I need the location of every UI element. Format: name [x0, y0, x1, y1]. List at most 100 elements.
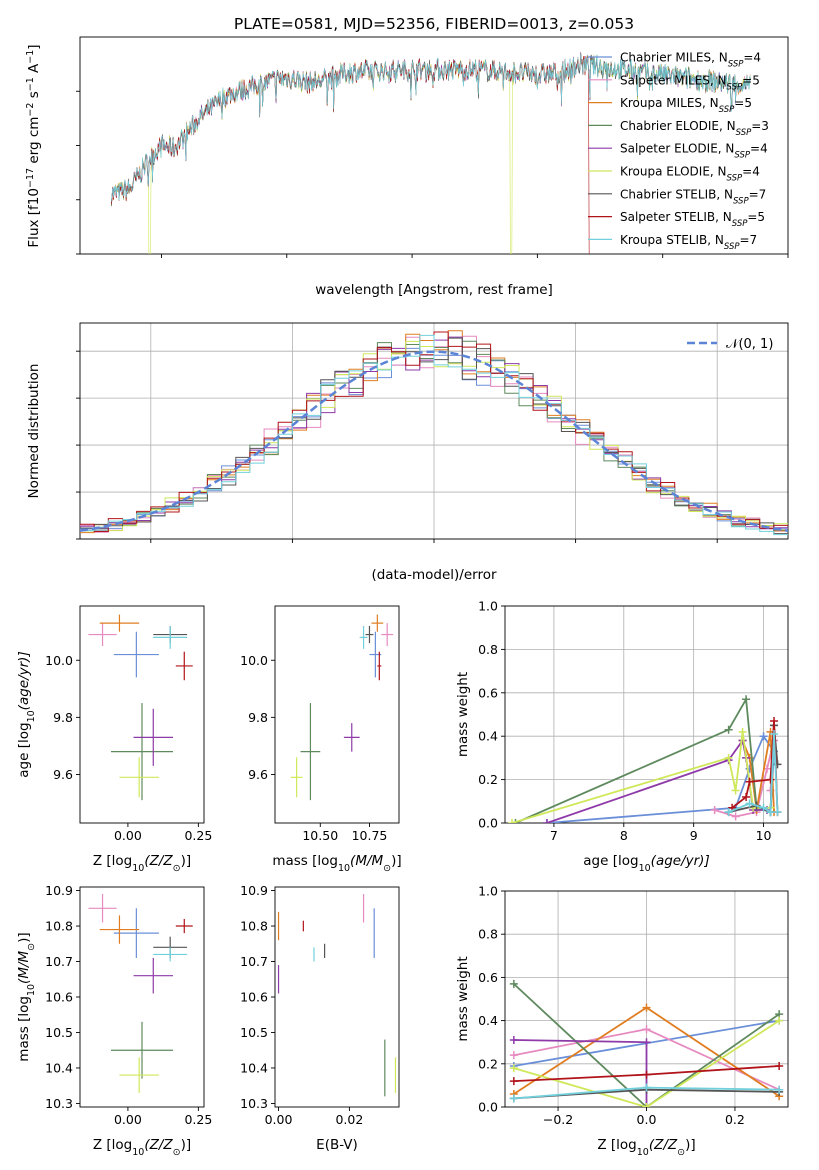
x-tick-label: 0.00 [265, 1112, 293, 1127]
x-axis-label: Z [log10(Z/Z⊙)] [597, 1137, 695, 1158]
label-part: 10 [132, 863, 144, 874]
errorbar-kroupa_stelib [153, 947, 188, 962]
legend-label-sub: SSP [736, 128, 752, 138]
weight-marker [759, 732, 768, 741]
y-tick-label: 10.6 [45, 990, 73, 1005]
normal-curve [80, 350, 788, 533]
legend-label-end: =4 [743, 51, 761, 65]
legend-label-kroupa_elodie: Kroupa ELODIE, NSSP=4 [620, 165, 760, 184]
y-tick-label: 10.3 [45, 1096, 73, 1111]
y-tick-label: 0.6 [478, 970, 498, 985]
x-tick-label: 0.25 [184, 828, 212, 843]
weight-marker [509, 1077, 518, 1086]
y-tick-label: 10.4 [45, 1060, 73, 1075]
y-axis-label: age [log10(age/yr)] [16, 651, 37, 777]
label-part: (Z/Z [144, 1137, 173, 1153]
x-tick-label: 0.25 [184, 1112, 212, 1127]
legend-label-end: =7 [749, 187, 767, 201]
weight-marker [642, 1070, 651, 1079]
y-tick-label: 9.8 [248, 710, 268, 725]
weight-marker [738, 727, 747, 736]
weight-marker [775, 1061, 784, 1070]
axes-frame [79, 605, 205, 824]
legend-label-sub: SSP [727, 174, 743, 184]
x-axis-label: Z [log10(Z/Z⊙)] [93, 853, 191, 874]
label-part: erg cm [26, 117, 42, 168]
errorbar-chabrier_elodie [111, 703, 173, 801]
weight-marker [724, 725, 733, 734]
label-part: 10 [637, 1147, 649, 1158]
weight-marker [770, 730, 779, 739]
label-part: (M/M [16, 950, 32, 983]
weight-marker [642, 1025, 651, 1034]
weight-marker [642, 1103, 651, 1107]
weight-marker [642, 1038, 651, 1047]
label-part: )] [685, 1137, 696, 1153]
figure-title: PLATE=0581, MJD=52356, FIBERID=0013, z=0… [234, 15, 634, 33]
legend-label-main: Salpeter MILES, N [620, 73, 727, 87]
label-part: Z [log [93, 853, 132, 869]
y-tick-label: 0.8 [478, 927, 498, 942]
weight-marker [507, 819, 516, 823]
x-tick-label: 10.50 [302, 828, 338, 843]
spectrum-panel: wavelength [Angstrom, rest frame] Flux [f… [25, 36, 789, 298]
errorbar-chabrier_miles [113, 908, 159, 958]
label-part: 10 [26, 188, 42, 205]
label-part: Z [log [597, 1137, 636, 1153]
y-tick-label: 0.4 [478, 729, 498, 744]
weight-marker [724, 808, 733, 817]
x-tick-label: 0.02 [335, 1112, 363, 1127]
histogram-kroupa_stelib [80, 334, 788, 536]
x-tick-label: 0.0 [637, 1112, 657, 1127]
weight-marker [509, 1051, 518, 1060]
x-tick-label: 0.00 [114, 828, 142, 843]
label-part: ⊙ [173, 1147, 181, 1158]
label-part: 10 [338, 863, 350, 874]
errorbar-chabrier_stelib [365, 625, 374, 644]
label-part: Flux [f [26, 204, 42, 248]
x-axis-label: wavelength [Angstrom, rest frame] [315, 282, 553, 298]
weight-marker [775, 1085, 784, 1094]
weight-marker [542, 819, 551, 823]
y-tick-label: 1.0 [478, 599, 498, 614]
ebv-mass-panel: 0.00 0.02 10.3 10.4 10.5 10.6 10.7 10.8 10.9 E(B-… [240, 883, 400, 1153]
label-part: (Z/Z [144, 853, 173, 869]
legend-label-main: Chabrier ELODIE, N [620, 119, 736, 133]
errorbar-salpeter_stelib [377, 651, 382, 681]
errorbar-kroupa_elodie [119, 1057, 159, 1093]
y-tick-label: 10.5 [45, 1025, 73, 1040]
legend-label-end: =7 [740, 233, 758, 247]
y-tick-label: 10.3 [240, 1096, 268, 1111]
weight-marker [509, 979, 518, 988]
y-tick-label: 10.6 [240, 990, 268, 1005]
legend-label-normal: 𝒩(0, 1) [726, 337, 773, 352]
x-tick-label: 0.2 [725, 1112, 745, 1127]
legend-label-main: Chabrier MILES, N [620, 51, 728, 65]
errorbar-salpeter_miles [88, 894, 117, 923]
weight-marker [745, 777, 754, 786]
y-tick-label: 0.4 [478, 1013, 498, 1028]
weight-marker [742, 695, 751, 704]
legend-label-salpeter_elodie: Salpeter ELODIE, NSSP=4 [620, 142, 768, 161]
y-tick-label: 0.2 [478, 1056, 498, 1071]
errorbar-salpeter_miles [88, 623, 117, 646]
weight-marker [511, 819, 520, 823]
axes-frame [274, 605, 400, 824]
weight-marker [509, 1036, 518, 1045]
y-tick-label: 10.8 [240, 919, 268, 934]
y-tick-label: 9.6 [53, 767, 73, 782]
legend-label-end: =4 [750, 142, 768, 156]
label-part: Normed distribution [26, 364, 42, 499]
label-part: −17 [25, 168, 36, 188]
label-part: Z [log [93, 1137, 132, 1153]
label-part: age [log [583, 853, 638, 869]
y-tick-label: 1.0 [478, 884, 498, 899]
y-axis-label: mass [log10(M/M⊙)] [16, 932, 37, 1061]
errorbar-kroupa_miles [99, 614, 140, 632]
legend-label-kroupa_miles: Kroupa MILES, NSSP=5 [620, 96, 752, 115]
weight-line-kroupa_stelib [728, 733, 779, 814]
weight-line-kroupa_elodie [513, 1019, 780, 1107]
y-tick-label: 9.8 [53, 710, 73, 725]
x-axis-label: mass [log10(M/M⊙)] [272, 853, 401, 874]
